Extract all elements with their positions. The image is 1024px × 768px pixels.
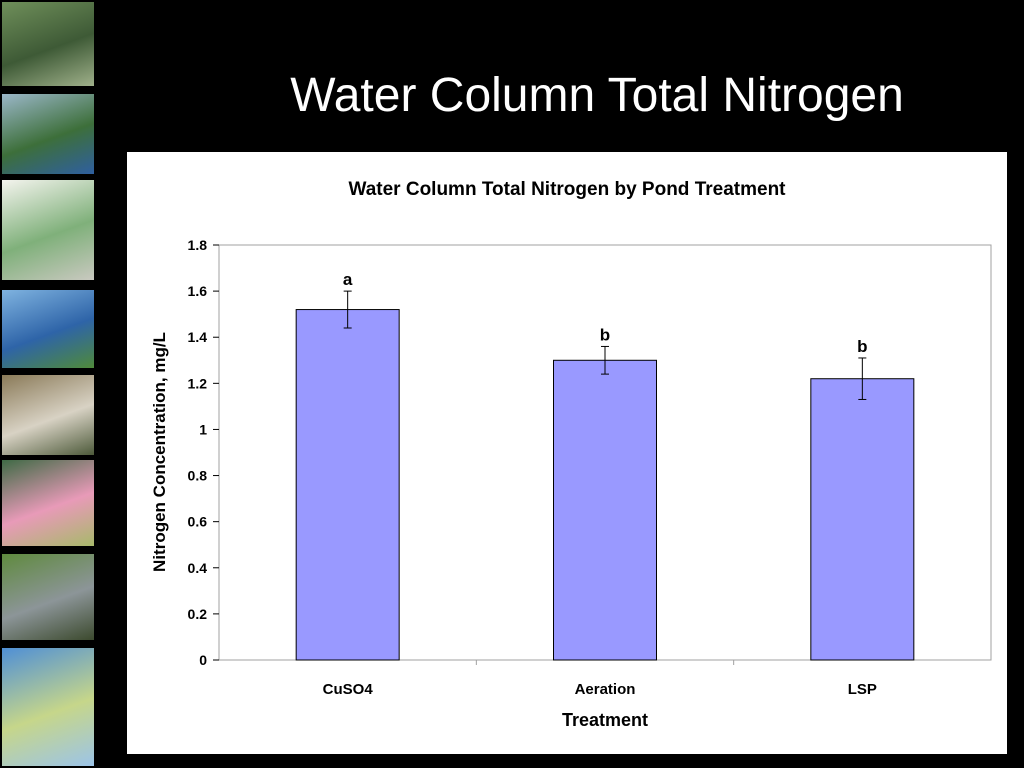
fish-on-grass-photo xyxy=(2,554,94,640)
algae-pond-photo xyxy=(2,2,94,86)
site-map-thumbnail xyxy=(2,180,94,280)
x-axis: CuSO4 Aeration LSP xyxy=(323,660,877,698)
significance-label: b xyxy=(600,325,610,344)
x-tick-label: Aeration xyxy=(575,681,636,698)
x-tick-label: CuSO4 xyxy=(323,681,374,698)
bar-aeration xyxy=(553,359,657,661)
y-tick-label: 0.2 xyxy=(188,606,208,622)
y-tick-label: 1.2 xyxy=(188,375,208,391)
y-tick-label: 1.4 xyxy=(188,329,208,345)
y-axis: 0 0.2 0.4 0.6 0.8 1 1.2 1.4 1.6 1.8 xyxy=(188,237,219,668)
y-tick-label: 1.8 xyxy=(188,237,208,253)
y-tick-label: 1 xyxy=(199,421,207,437)
y-tick-label: 1.6 xyxy=(188,283,208,299)
x-axis-label: Treatment xyxy=(562,710,648,730)
field-sampling-photo xyxy=(2,375,94,455)
significance-label: b xyxy=(857,337,867,356)
y-axis-label: Nitrogen Concentration, mg/L xyxy=(150,332,169,572)
chart-panel: Water Column Total Nitrogen by Pond Trea… xyxy=(127,152,1007,754)
pond-landscape-photo xyxy=(2,290,94,368)
water-sample-jar-photo xyxy=(2,648,94,766)
water-lily-photo xyxy=(2,460,94,546)
y-tick-label: 0.6 xyxy=(188,514,208,530)
pond-shore-photo xyxy=(2,94,94,174)
bar-cuso4 xyxy=(295,309,400,661)
thumbnail-strip xyxy=(0,0,96,768)
bar-chart: Water Column Total Nitrogen by Pond Trea… xyxy=(150,179,992,730)
x-tick-label: LSP xyxy=(848,681,877,698)
bar-lsp xyxy=(810,378,915,661)
y-tick-label: 0.8 xyxy=(188,468,208,484)
chart-title: Water Column Total Nitrogen by Pond Trea… xyxy=(348,179,786,200)
slide-title: Water Column Total Nitrogen xyxy=(290,69,904,122)
significance-label: a xyxy=(343,270,353,289)
bars-group: a b b xyxy=(295,270,915,661)
y-tick-label: 0 xyxy=(199,652,207,668)
y-tick-label: 0.4 xyxy=(188,560,208,576)
